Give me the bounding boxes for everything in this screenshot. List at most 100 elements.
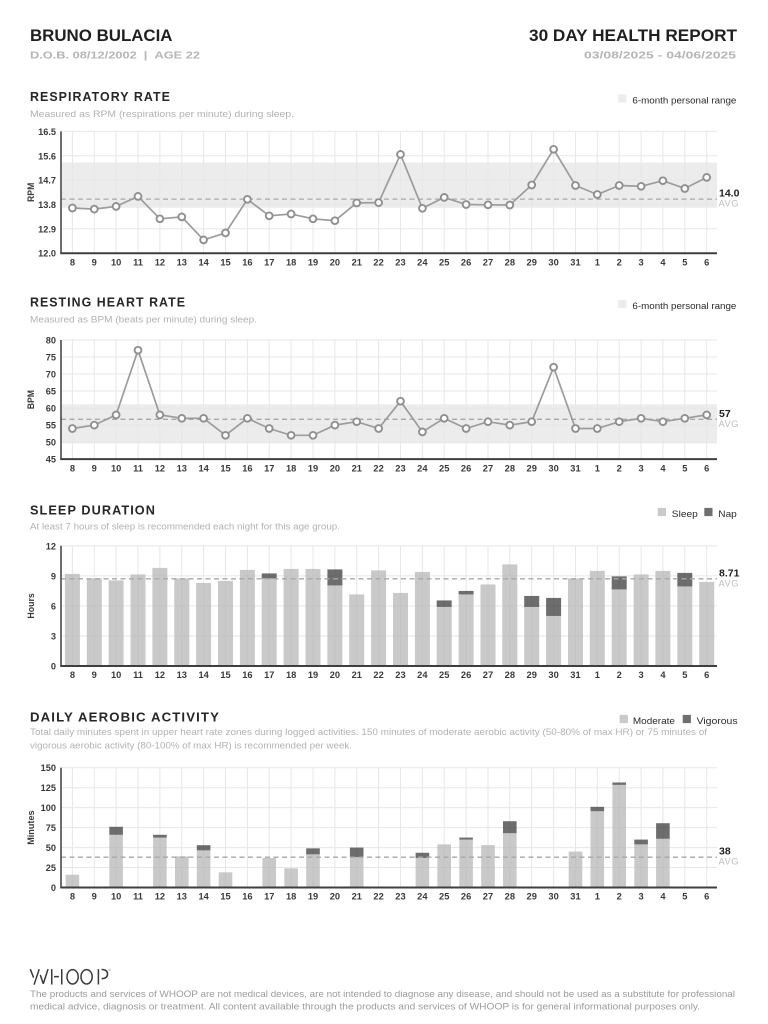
svg-text:20: 20 xyxy=(330,463,340,473)
svg-text:AVG: AVG xyxy=(719,578,739,588)
svg-text:10: 10 xyxy=(111,258,121,268)
svg-text:1: 1 xyxy=(595,463,600,473)
svg-text:1: 1 xyxy=(595,258,600,268)
svg-text:24: 24 xyxy=(417,258,428,268)
svg-text:Moderate: Moderate xyxy=(633,715,675,726)
svg-text:BPM: BPM xyxy=(26,390,37,409)
svg-text:15: 15 xyxy=(220,670,230,680)
svg-text:15: 15 xyxy=(220,258,230,268)
svg-text:5: 5 xyxy=(682,670,687,680)
svg-text:4: 4 xyxy=(660,463,666,473)
svg-text:57: 57 xyxy=(719,408,731,420)
svg-text:14.0: 14.0 xyxy=(719,188,740,200)
svg-text:26: 26 xyxy=(461,258,471,268)
svg-text:28: 28 xyxy=(505,258,515,268)
svg-text:vigorous aerobic activity (80-: vigorous aerobic activity (80-100% of ma… xyxy=(30,741,352,751)
svg-text:medical advice, diagnosis or t: medical advice, diagnosis or treatment. … xyxy=(30,1002,700,1012)
svg-text:6: 6 xyxy=(51,601,56,611)
svg-text:16.5: 16.5 xyxy=(38,127,56,137)
svg-text:70: 70 xyxy=(46,370,56,380)
svg-text:30 DAY HEALTH REPORT: 30 DAY HEALTH REPORT xyxy=(529,26,738,45)
svg-text:4: 4 xyxy=(660,670,666,680)
svg-text:15: 15 xyxy=(220,463,230,473)
svg-text:21: 21 xyxy=(352,463,362,473)
svg-text:DAILY AEROBIC ACTIVITY: DAILY AEROBIC ACTIVITY xyxy=(30,710,220,725)
svg-text:25: 25 xyxy=(46,863,56,873)
svg-text:4: 4 xyxy=(660,892,666,902)
svg-text:18: 18 xyxy=(286,463,296,473)
svg-text:1: 1 xyxy=(595,892,600,902)
svg-text:5: 5 xyxy=(682,463,687,473)
svg-text:3: 3 xyxy=(638,892,643,902)
svg-text:6: 6 xyxy=(704,258,709,268)
svg-text:11: 11 xyxy=(133,670,143,680)
svg-text:30: 30 xyxy=(548,670,558,680)
svg-text:8.71: 8.71 xyxy=(719,567,740,579)
svg-text:28: 28 xyxy=(505,670,515,680)
svg-text:11: 11 xyxy=(133,892,143,902)
svg-text:12: 12 xyxy=(155,258,165,268)
svg-text:12: 12 xyxy=(155,670,165,680)
svg-text:16: 16 xyxy=(242,258,252,268)
svg-text:At least 7 hours of sleep is r: At least 7 hours of sleep is recommended… xyxy=(30,522,340,532)
svg-text:75: 75 xyxy=(46,353,56,363)
svg-text:21: 21 xyxy=(352,258,362,268)
svg-text:26: 26 xyxy=(461,463,471,473)
svg-text:29: 29 xyxy=(527,670,537,680)
svg-text:0: 0 xyxy=(51,883,56,893)
svg-text:Hours: Hours xyxy=(26,593,37,619)
svg-text:9: 9 xyxy=(92,892,97,902)
svg-text:38: 38 xyxy=(719,846,731,858)
svg-text:2: 2 xyxy=(617,463,622,473)
svg-text:15: 15 xyxy=(220,892,230,902)
svg-text:50: 50 xyxy=(46,843,56,853)
svg-text:26: 26 xyxy=(461,670,471,680)
svg-text:23: 23 xyxy=(395,892,405,902)
svg-text:30: 30 xyxy=(548,892,558,902)
svg-text:6-month personal range: 6-month personal range xyxy=(632,300,736,311)
svg-text:3: 3 xyxy=(638,463,643,473)
svg-text:9: 9 xyxy=(92,670,97,680)
svg-text:6: 6 xyxy=(704,892,709,902)
svg-text:65: 65 xyxy=(46,387,56,397)
svg-text:150: 150 xyxy=(41,763,56,773)
svg-text:80: 80 xyxy=(46,335,56,345)
svg-text:13: 13 xyxy=(177,463,187,473)
svg-text:9: 9 xyxy=(92,463,97,473)
svg-text:27: 27 xyxy=(483,892,493,902)
svg-text:30: 30 xyxy=(548,463,558,473)
svg-text:8: 8 xyxy=(70,463,75,473)
svg-text:28: 28 xyxy=(505,463,515,473)
svg-text:13: 13 xyxy=(177,258,187,268)
svg-text:28: 28 xyxy=(505,892,515,902)
svg-text:20: 20 xyxy=(330,892,340,902)
svg-text:17: 17 xyxy=(264,670,274,680)
svg-text:10: 10 xyxy=(111,670,121,680)
svg-text:5: 5 xyxy=(682,258,687,268)
svg-text:12.0: 12.0 xyxy=(38,249,56,259)
svg-text:55: 55 xyxy=(46,421,56,431)
svg-text:Total daily minutes spent in u: Total daily minutes spent in upper heart… xyxy=(30,727,707,737)
svg-text:16: 16 xyxy=(242,670,252,680)
svg-text:30: 30 xyxy=(548,258,558,268)
svg-text:12: 12 xyxy=(46,541,56,551)
svg-text:10: 10 xyxy=(111,463,121,473)
svg-text:13: 13 xyxy=(177,670,187,680)
svg-text:14: 14 xyxy=(198,463,209,473)
svg-text:AVG: AVG xyxy=(719,419,739,429)
svg-text:BRUNO BULACIA: BRUNO BULACIA xyxy=(30,26,173,45)
svg-text:27: 27 xyxy=(483,670,493,680)
svg-text:1: 1 xyxy=(595,670,600,680)
svg-text:2: 2 xyxy=(617,670,622,680)
svg-text:The products and services of W: The products and services of WHOOP are n… xyxy=(30,989,735,999)
svg-text:22: 22 xyxy=(373,258,383,268)
svg-text:50: 50 xyxy=(46,438,56,448)
svg-text:25: 25 xyxy=(439,892,449,902)
svg-text:Sleep: Sleep xyxy=(672,508,698,519)
svg-text:4: 4 xyxy=(660,258,666,268)
svg-text:2: 2 xyxy=(617,892,622,902)
svg-text:RPM: RPM xyxy=(26,183,37,202)
svg-text:19: 19 xyxy=(308,670,318,680)
svg-text:Minutes: Minutes xyxy=(26,810,37,844)
svg-text:13: 13 xyxy=(177,892,187,902)
